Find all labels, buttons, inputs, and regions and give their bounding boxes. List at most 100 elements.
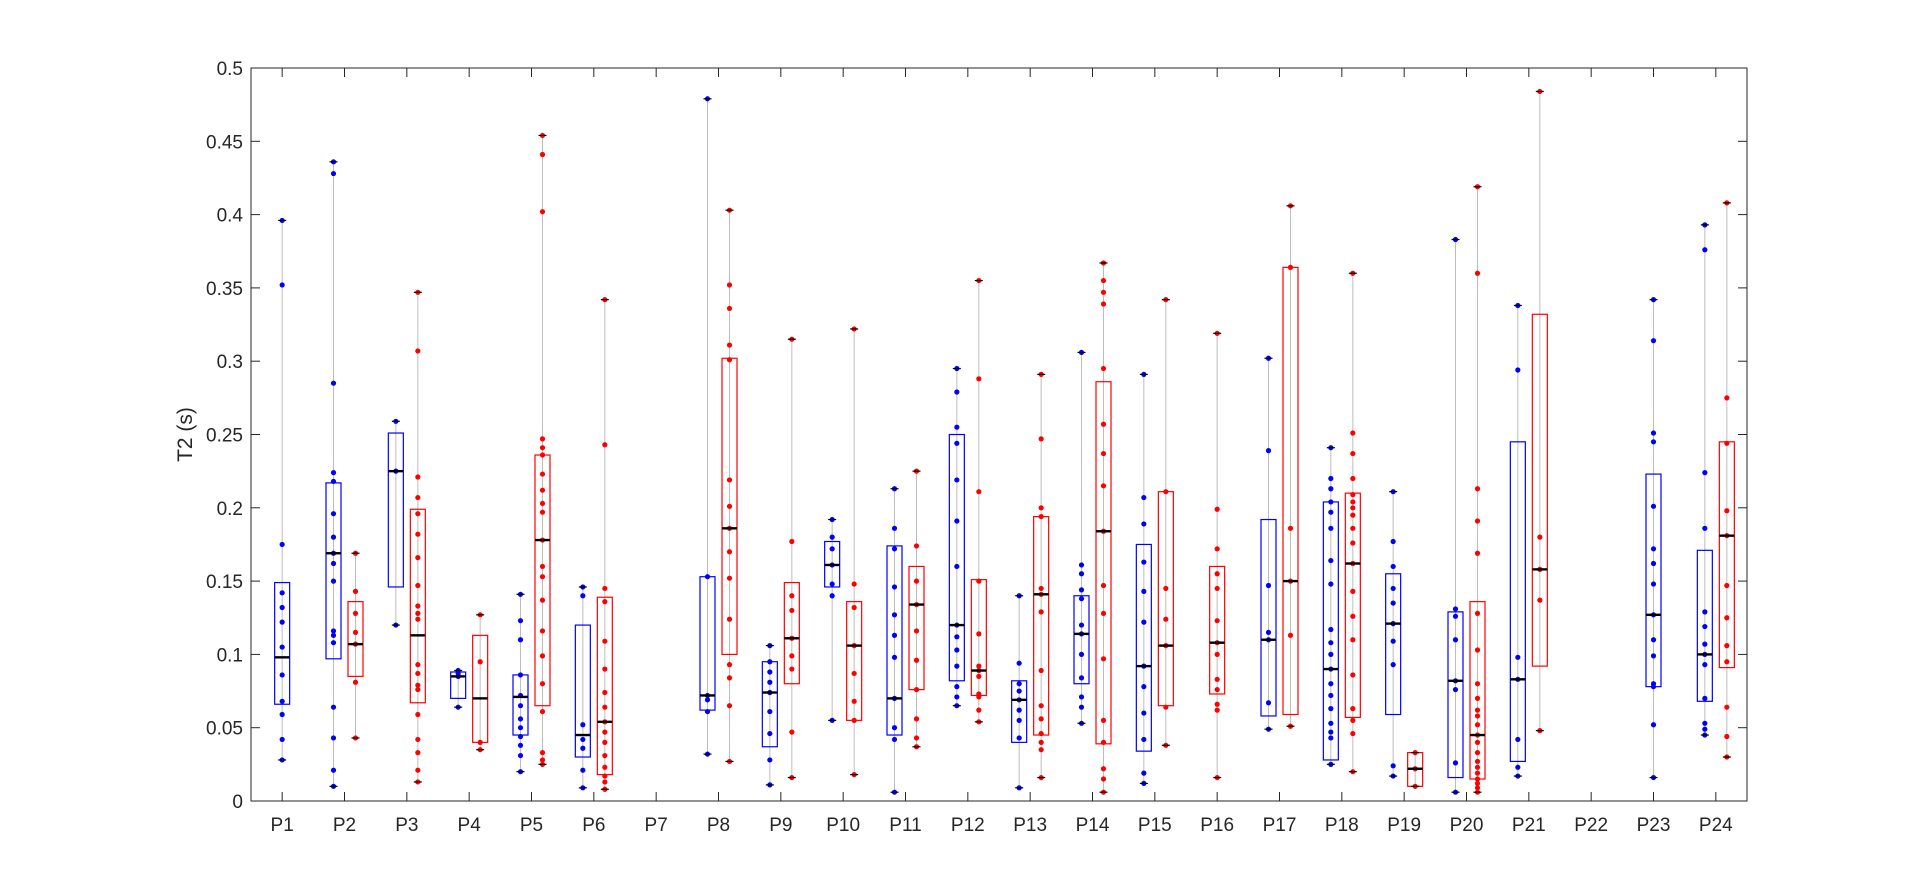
data-point: [891, 736, 898, 743]
data-point: [767, 757, 773, 763]
box-red-P16: [1209, 330, 1226, 781]
box-blue-P14: [1073, 349, 1090, 726]
data-point: [1702, 726, 1708, 732]
data-point: [517, 742, 524, 748]
data-point: [1078, 587, 1085, 593]
data-point: [1702, 641, 1708, 647]
box: [1696, 549, 1713, 702]
data-point: [1328, 499, 1334, 505]
data-point: [954, 424, 960, 430]
x-tick-label: P2: [333, 815, 356, 836]
data-point: [330, 478, 337, 485]
box-red-P20: [1469, 184, 1486, 795]
data-point: [352, 588, 359, 594]
data-point: [891, 612, 898, 618]
data-point: [1390, 638, 1396, 644]
data-point: [1328, 692, 1334, 699]
box-blue-P10: [824, 516, 841, 723]
data-point: [891, 525, 898, 531]
data-point: [415, 767, 421, 773]
x-tick-label: P3: [395, 815, 418, 836]
data-point: [1328, 706, 1334, 712]
data-point: [1287, 264, 1294, 270]
box-blue-P19: [1385, 489, 1402, 779]
data-point: [1650, 560, 1657, 567]
data-point: [1537, 597, 1543, 603]
data-point: [1214, 571, 1220, 577]
box-red-P21: [1531, 88, 1548, 734]
data-point: [517, 618, 524, 624]
y-tick-label: 0.2: [217, 499, 243, 520]
data-point: [891, 725, 898, 731]
data-point: [913, 657, 920, 663]
data-point: [1350, 730, 1356, 737]
data-point: [539, 509, 546, 515]
data-point: [330, 735, 337, 741]
data-point: [1350, 525, 1356, 531]
data-point: [913, 543, 920, 549]
data-point: [1390, 763, 1396, 769]
data-point: [1038, 609, 1044, 615]
data-point: [1214, 651, 1220, 658]
data-point: [1016, 707, 1022, 713]
data-point: [1702, 247, 1708, 253]
data-point: [976, 489, 982, 495]
data-point: [477, 739, 483, 745]
box-red-P14: [1095, 260, 1112, 795]
box-red-P4: [472, 612, 489, 753]
data-point: [1100, 483, 1107, 489]
data-point: [1537, 534, 1543, 540]
data-point: [1650, 430, 1657, 436]
y-tick-label: 0.1: [217, 645, 243, 666]
data-point: [789, 666, 795, 672]
data-point: [789, 538, 795, 545]
data-point: [1390, 563, 1396, 570]
data-point: [1078, 694, 1085, 700]
data-point: [1452, 760, 1459, 766]
box: [387, 432, 404, 588]
data-point: [1724, 733, 1730, 740]
box: [1531, 313, 1548, 667]
x-tick-label: P20: [1450, 815, 1484, 836]
data-point: [415, 750, 421, 756]
box: [1209, 565, 1226, 695]
data-point: [976, 376, 982, 382]
x-tick-label: P24: [1699, 815, 1733, 836]
x-tick-label: P14: [1076, 815, 1110, 836]
data-point: [954, 518, 960, 524]
data-point: [1328, 486, 1334, 492]
data-point: [913, 735, 920, 741]
x-tick-label: P12: [951, 815, 985, 836]
data-point: [415, 682, 421, 688]
data-point: [1650, 681, 1657, 687]
data-point: [330, 632, 337, 638]
data-point: [767, 730, 773, 737]
data-point: [415, 531, 421, 537]
data-point: [517, 637, 524, 643]
data-point: [1474, 695, 1481, 701]
box-red-P15: [1157, 297, 1174, 748]
box: [1385, 573, 1402, 716]
data-point: [1650, 653, 1657, 659]
data-point: [1724, 704, 1730, 710]
data-point: [517, 703, 524, 709]
data-point: [415, 686, 421, 693]
box: [347, 601, 364, 677]
data-point: [1214, 686, 1220, 693]
data-point: [1724, 582, 1730, 589]
data-point: [330, 628, 337, 634]
data-point: [1100, 450, 1107, 457]
data-point: [1141, 559, 1147, 565]
data-point: [330, 470, 337, 476]
data-point: [539, 757, 546, 763]
data-point: [1214, 701, 1220, 707]
data-point: [829, 593, 835, 599]
data-point: [330, 380, 337, 386]
x-axis: P1 P2 P3 P4 P5 P6 P7 P8 P9 P10 P11 P12 P13 P14 P15 P16 P…: [271, 68, 1733, 836]
data-point: [726, 477, 733, 483]
data-point: [1328, 651, 1334, 658]
data-point: [1474, 707, 1481, 713]
x-tick-label: P6: [582, 815, 605, 836]
data-point: [1350, 475, 1356, 482]
data-point: [1650, 503, 1657, 509]
